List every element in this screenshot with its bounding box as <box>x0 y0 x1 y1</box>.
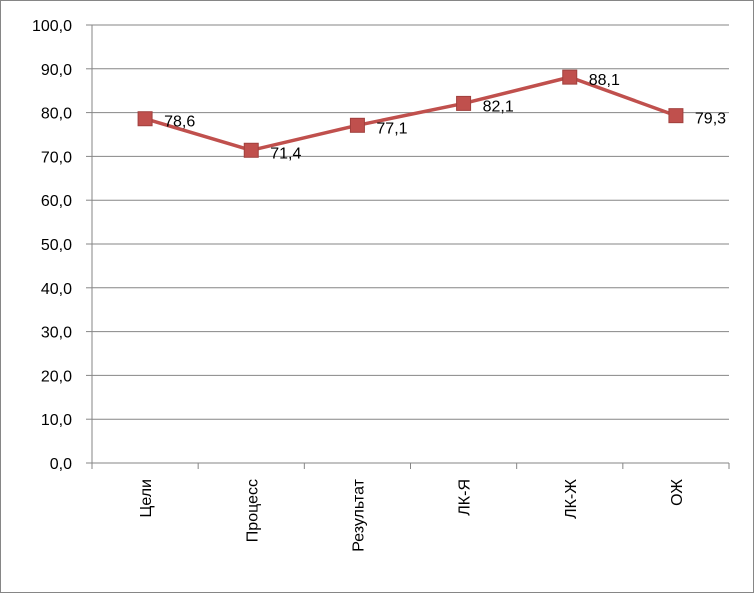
data-label: 78,6 <box>164 114 195 131</box>
x-tick-label: Процесс <box>244 479 261 542</box>
series-line <box>144 75 677 153</box>
y-tick-label: 10,0 <box>41 412 72 429</box>
series-markers <box>137 69 684 158</box>
y-tick-label: 70,0 <box>41 149 72 166</box>
series-line-path <box>144 75 677 153</box>
y-tick-label: 90,0 <box>41 62 72 79</box>
data-point-marker <box>349 117 365 133</box>
y-tick-label: 30,0 <box>41 325 72 342</box>
y-tick-label: 80,0 <box>41 106 72 123</box>
y-tick-label: 40,0 <box>41 281 72 298</box>
data-labels: 78,6 71,4 77,1 82,1 88,1 79,3 <box>164 72 726 162</box>
data-label: 77,1 <box>376 120 407 137</box>
data-label: 88,1 <box>589 72 620 89</box>
y-tick-label: 50,0 <box>41 237 72 254</box>
y-tick-label: 100,0 <box>32 18 72 35</box>
x-tick-label: ЛК-Я <box>457 479 474 516</box>
data-point-marker <box>668 108 684 124</box>
x-tick-labels: Цели Процесс Результат ЛК-Я ЛК-Ж ОЖ <box>138 478 686 551</box>
data-point-marker <box>456 95 472 111</box>
data-point-marker <box>137 111 153 127</box>
y-tick-label: 0,0 <box>50 456 72 473</box>
data-label: 79,3 <box>695 111 726 128</box>
data-label: 82,1 <box>483 98 514 115</box>
x-tick-label: ОЖ <box>669 479 686 506</box>
x-tick-label: ЛК-Ж <box>563 479 580 519</box>
data-point-marker <box>243 142 259 158</box>
y-tick-label: 20,0 <box>41 368 72 385</box>
x-tick-label: Цели <box>138 479 155 517</box>
data-label: 71,4 <box>270 145 301 162</box>
grid-lines <box>92 24 729 420</box>
y-tick-labels: 0,0 10,0 20,0 30,0 40,0 50,0 60,0 70,0 80,0 90,0 1… <box>32 18 72 473</box>
y-tick-label: 60,0 <box>41 193 72 210</box>
x-tick-label: Результат <box>350 478 367 551</box>
data-point-marker <box>562 69 578 85</box>
axes <box>86 24 730 469</box>
